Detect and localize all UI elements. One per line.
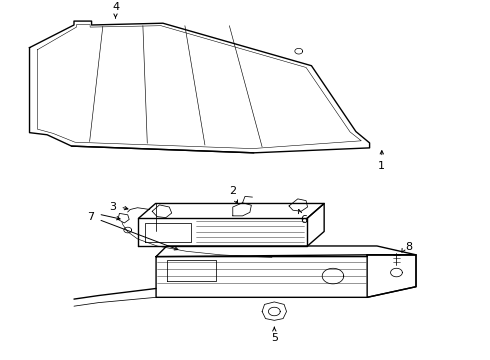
- Text: 8: 8: [405, 242, 412, 252]
- Text: 6: 6: [300, 215, 307, 225]
- Text: 4: 4: [112, 2, 119, 12]
- Text: 2: 2: [229, 186, 236, 197]
- Text: 5: 5: [271, 333, 278, 343]
- Text: 7: 7: [88, 212, 95, 222]
- Text: 3: 3: [110, 202, 117, 212]
- Text: 1: 1: [378, 161, 385, 171]
